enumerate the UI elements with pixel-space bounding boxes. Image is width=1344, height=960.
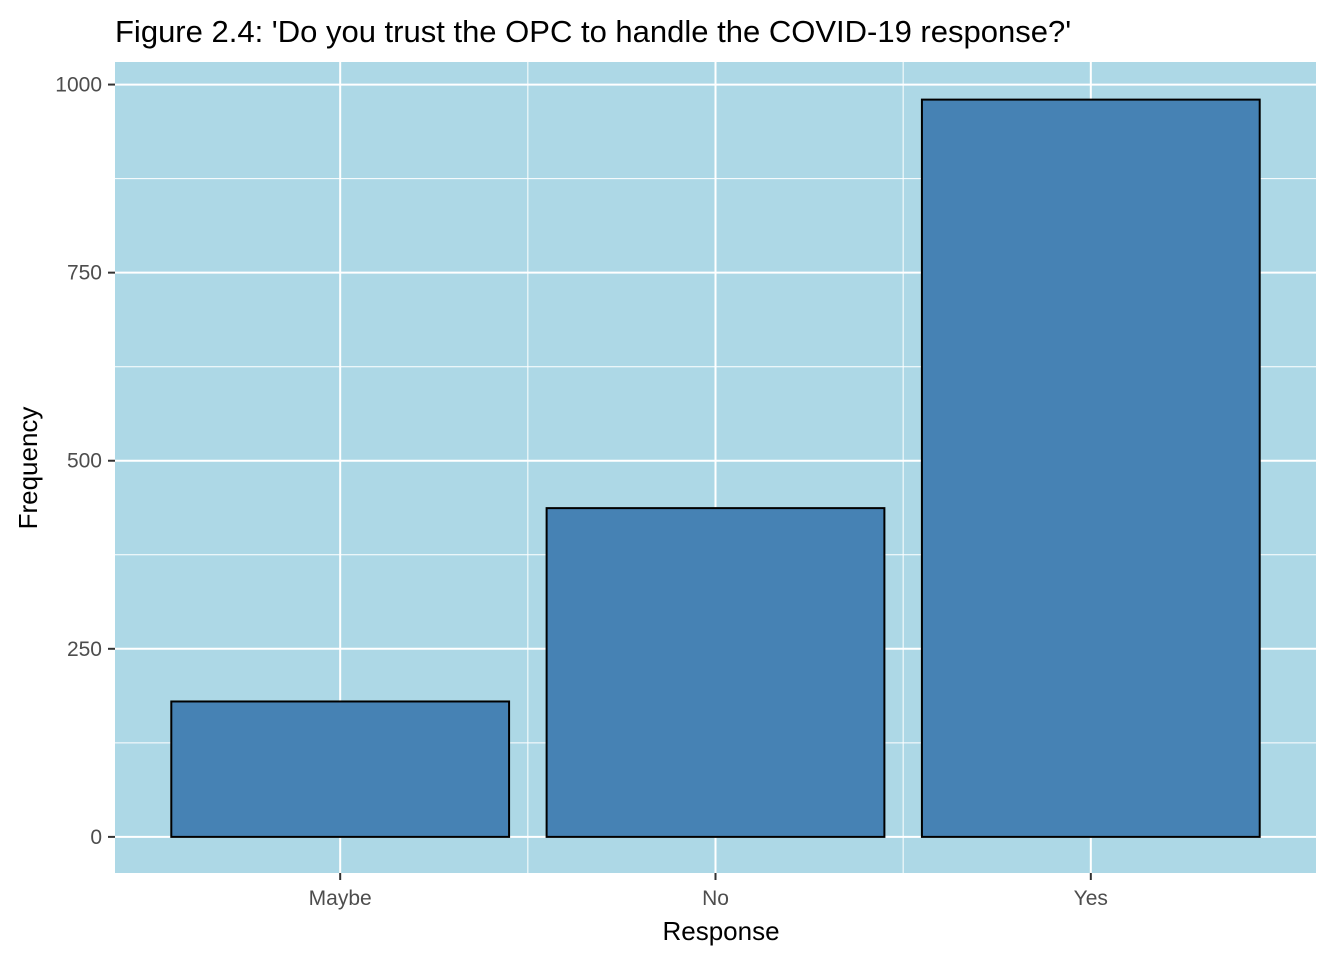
- y-tick-label: 250: [67, 638, 102, 661]
- x-axis: Maybe No Yes: [309, 873, 1108, 910]
- chart-title: Figure 2.4: 'Do you trust the OPC to han…: [115, 14, 1071, 49]
- x-tick-label: Maybe: [309, 887, 372, 910]
- bar-yes: [920, 98, 1261, 838]
- y-tick-label: 500: [67, 450, 102, 473]
- bar-no: [545, 507, 886, 838]
- x-tick-label: Yes: [1074, 887, 1108, 910]
- x-axis-title: Response: [662, 916, 779, 946]
- y-tick-label: 0: [90, 826, 102, 849]
- bar-maybe: [170, 700, 511, 838]
- bar-series: [170, 98, 1261, 838]
- x-tick-label: No: [702, 887, 729, 910]
- y-axis: 0 250 500 750 1000: [55, 74, 115, 849]
- y-axis-title: Frequency: [13, 407, 43, 530]
- y-tick-label: 750: [67, 262, 102, 285]
- y-tick-label: 1000: [55, 74, 102, 97]
